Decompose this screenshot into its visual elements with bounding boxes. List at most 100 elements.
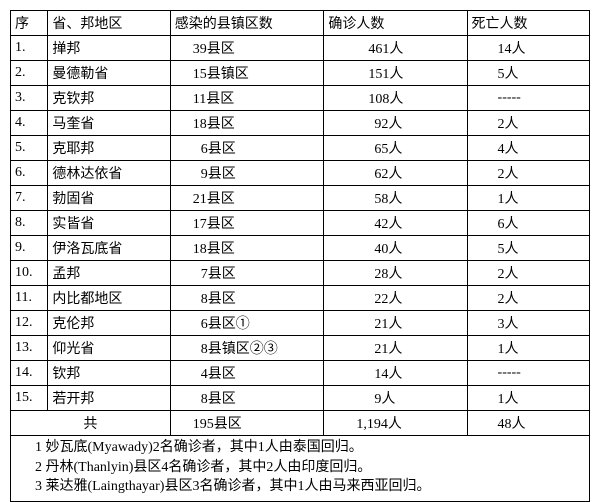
cell-region: 内比都地区: [48, 286, 170, 311]
cell-region: 钦邦: [48, 361, 170, 386]
cell-region: 马奎省: [48, 111, 170, 136]
cell-region: 曼德勒省: [48, 61, 170, 86]
data-table: 序 省、邦地区 感染的县镇区数 确诊人数 死亡人数 1.掸邦39县区461人14…: [10, 10, 590, 502]
cell-districts: 21县区: [170, 186, 324, 211]
cell-confirmed: 21人: [324, 336, 467, 361]
cell-region: 克伦邦: [48, 311, 170, 336]
cell-region: 实皆省: [48, 211, 170, 236]
total-row: 共195县区1,194人48人: [11, 411, 590, 436]
table-row: 6.德林达依省9县区62人2人: [11, 161, 590, 186]
cell-seq: 14.: [11, 361, 48, 386]
cell-region: 若开邦: [48, 386, 170, 411]
table-row: 8.实皆省17县区42人6人: [11, 211, 590, 236]
table-row: 5.克耶邦6县区65人4人: [11, 136, 590, 161]
cell-seq: 11.: [11, 286, 48, 311]
cell-seq: 7.: [11, 186, 48, 211]
cell-confirmed: 108人: [324, 86, 467, 111]
cell-districts: 8县区: [170, 386, 324, 411]
cell-region: 孟邦: [48, 261, 170, 286]
cell-districts: 4县区: [170, 361, 324, 386]
table-row: 14.钦邦4县区14人-----: [11, 361, 590, 386]
cell-seq: 5.: [11, 136, 48, 161]
total-deaths: 48人: [467, 411, 589, 436]
cell-region: 勃固省: [48, 186, 170, 211]
cell-districts: 9县区: [170, 161, 324, 186]
cell-region: 克耶邦: [48, 136, 170, 161]
cell-seq: 3.: [11, 86, 48, 111]
cell-deaths: -----: [467, 86, 589, 111]
cell-districts: 11县区: [170, 86, 324, 111]
cell-confirmed: 151人: [324, 61, 467, 86]
cell-seq: 10.: [11, 261, 48, 286]
table-row: 15.若开邦8县区9人1人: [11, 386, 590, 411]
cell-deaths: 14人: [467, 36, 589, 61]
table-row: 13.仰光省8县镇区②③21人1人: [11, 336, 590, 361]
cell-seq: 2.: [11, 61, 48, 86]
cell-districts: 7县区: [170, 261, 324, 286]
header-row: 序 省、邦地区 感染的县镇区数 确诊人数 死亡人数: [11, 11, 590, 36]
cell-districts: 6县区①: [170, 311, 324, 336]
cell-districts: 8县区: [170, 286, 324, 311]
footnote-line: 3 莱达雅(Laingthayar)县区3名确诊者，其中1人由马来西亚回归。: [35, 477, 579, 497]
total-confirmed: 1,194人: [324, 411, 467, 436]
cell-confirmed: 58人: [324, 186, 467, 211]
cell-region: 仰光省: [48, 336, 170, 361]
cell-deaths: 2人: [467, 111, 589, 136]
footnotes-row: 1 妙瓦底(Myawady)2名确诊者，其中1人由泰国回归。2 丹林(Thanl…: [11, 436, 590, 502]
cell-confirmed: 62人: [324, 161, 467, 186]
total-label: 共: [11, 411, 171, 436]
cell-districts: 8县镇区②③: [170, 336, 324, 361]
cell-seq: 15.: [11, 386, 48, 411]
cell-deaths: 5人: [467, 61, 589, 86]
table-row: 10.孟邦7县区28人2人: [11, 261, 590, 286]
cell-confirmed: 461人: [324, 36, 467, 61]
cell-seq: 6.: [11, 161, 48, 186]
cell-region: 德林达依省: [48, 161, 170, 186]
cell-confirmed: 65人: [324, 136, 467, 161]
cell-deaths: 2人: [467, 261, 589, 286]
header-seq: 序: [11, 11, 48, 36]
table-row: 3.克钦邦11县区108人-----: [11, 86, 590, 111]
header-deaths: 死亡人数: [467, 11, 589, 36]
footnotes-cell: 1 妙瓦底(Myawady)2名确诊者，其中1人由泰国回归。2 丹林(Thanl…: [11, 436, 590, 502]
footnote-line: 1 妙瓦底(Myawady)2名确诊者，其中1人由泰国回归。: [35, 438, 579, 458]
header-districts: 感染的县镇区数: [170, 11, 324, 36]
footnote-line: 2 丹林(Thanlyin)县区4名确诊者，其中2人由印度回归。: [35, 458, 579, 478]
cell-districts: 15县镇区: [170, 61, 324, 86]
cell-districts: 39县区: [170, 36, 324, 61]
cell-seq: 13.: [11, 336, 48, 361]
total-districts: 195县区: [170, 411, 324, 436]
cell-deaths: 6人: [467, 211, 589, 236]
table-row: 7.勃固省21县区58人1人: [11, 186, 590, 211]
cell-deaths: 1人: [467, 336, 589, 361]
cell-seq: 12.: [11, 311, 48, 336]
cell-confirmed: 92人: [324, 111, 467, 136]
cell-seq: 1.: [11, 36, 48, 61]
cell-deaths: -----: [467, 361, 589, 386]
cell-region: 伊洛瓦底省: [48, 236, 170, 261]
table-row: 9.伊洛瓦底省18县区40人5人: [11, 236, 590, 261]
cell-deaths: 5人: [467, 236, 589, 261]
cell-districts: 6县区: [170, 136, 324, 161]
table-row: 4.马奎省18县区92人2人: [11, 111, 590, 136]
cell-seq: 9.: [11, 236, 48, 261]
cell-confirmed: 22人: [324, 286, 467, 311]
cell-confirmed: 9人: [324, 386, 467, 411]
header-region: 省、邦地区: [48, 11, 170, 36]
cell-confirmed: 28人: [324, 261, 467, 286]
cell-confirmed: 21人: [324, 311, 467, 336]
cell-confirmed: 42人: [324, 211, 467, 236]
table-body: 1.掸邦39县区461人14人2.曼德勒省15县镇区151人5人3.克钦邦11县…: [11, 36, 590, 502]
cell-deaths: 1人: [467, 186, 589, 211]
cell-districts: 18县区: [170, 111, 324, 136]
table-row: 11.内比都地区8县区22人2人: [11, 286, 590, 311]
table-row: 12.克伦邦6县区①21人3人: [11, 311, 590, 336]
cell-seq: 8.: [11, 211, 48, 236]
table-row: 1.掸邦39县区461人14人: [11, 36, 590, 61]
cell-deaths: 1人: [467, 386, 589, 411]
cell-deaths: 3人: [467, 311, 589, 336]
cell-deaths: 4人: [467, 136, 589, 161]
header-confirmed: 确诊人数: [324, 11, 467, 36]
table-row: 2.曼德勒省15县镇区151人5人: [11, 61, 590, 86]
cell-deaths: 2人: [467, 286, 589, 311]
